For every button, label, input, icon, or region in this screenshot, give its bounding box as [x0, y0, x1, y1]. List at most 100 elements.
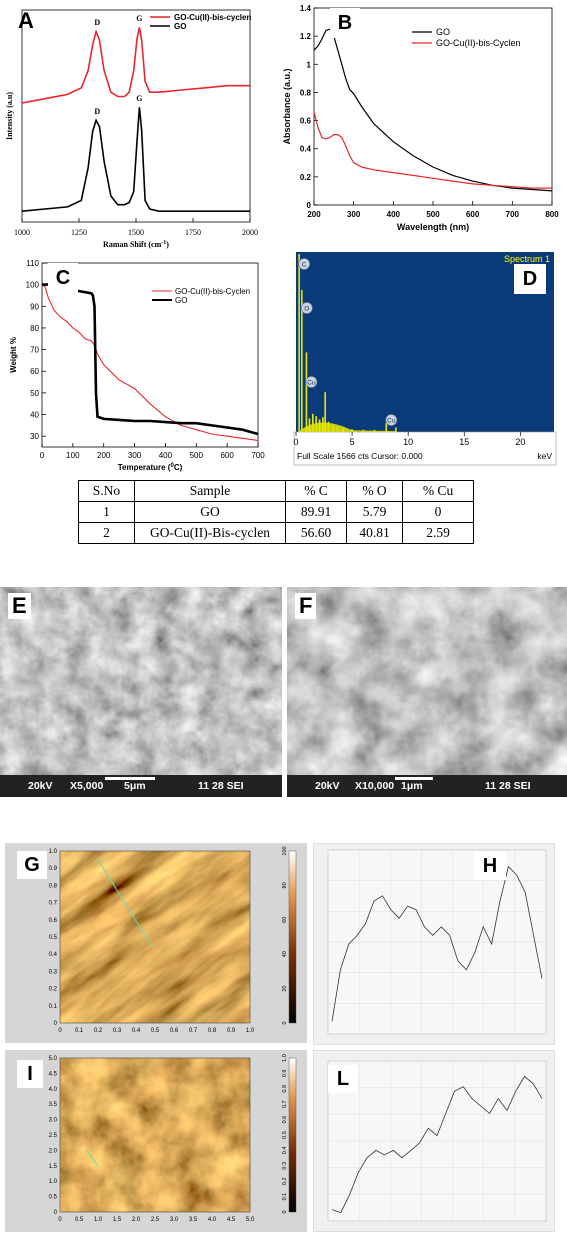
profile-line: [331, 1075, 543, 1214]
y-tick-label: 0.6: [300, 117, 312, 126]
x-tick-label: 1.5: [113, 1217, 122, 1223]
y-tick-label: 0.6: [49, 918, 58, 924]
x-tick-label: 1500: [128, 228, 144, 237]
colorbar: [288, 1057, 297, 1213]
y-tick-label: 0.2: [49, 987, 58, 993]
colorbar-tick-label: 0.5: [282, 1131, 288, 1139]
x-tick-label: 5.0: [246, 1217, 255, 1223]
afm-frame: [59, 850, 251, 1024]
series-line-go: [313, 28, 553, 192]
peak-label: Cu: [307, 380, 316, 387]
legend-entry: GO: [174, 22, 186, 31]
y-tick-label: 0.3: [49, 969, 58, 975]
x-tick-label: 3.0: [170, 1217, 179, 1223]
x-tick-label: 600: [220, 451, 234, 460]
table-cell: 5.79: [346, 501, 403, 523]
x-tick-label: 300: [347, 210, 361, 219]
spectrum-bar: [298, 254, 300, 432]
y-tick-label: 0.4: [300, 145, 312, 154]
panel-label-a: A: [18, 8, 34, 33]
x-tick-label: 700: [506, 210, 520, 219]
y-tick-label: 0.2: [300, 173, 312, 182]
table-row: 2 GO-Cu(II)-Bis-cyclen 56.60 40.81 2.59: [78, 522, 474, 544]
x-tick-label: 0.5: [75, 1217, 84, 1223]
sem-info: 11 28 SEI: [485, 780, 531, 792]
colorbar-tick-label: 0.2: [282, 1177, 288, 1185]
x-tick-label: 0.7: [189, 1028, 198, 1034]
y-tick-label: 1.4: [300, 4, 312, 13]
spectrum-unit: keV: [537, 451, 552, 461]
x-tick-label: 0.8: [208, 1028, 217, 1034]
x-tick-label: 0: [40, 451, 45, 460]
spectrum-bar: [305, 352, 308, 432]
x-tick-label: 0: [293, 437, 298, 447]
series-line-go-cu-bis-cyclen: [313, 111, 552, 189]
x-tick-label: 2.5: [151, 1217, 160, 1223]
x-tick-label: 300: [128, 451, 142, 460]
panel-label-c: C: [48, 263, 78, 293]
y-tick-label: 40: [30, 411, 39, 420]
x-tick-label: 600: [466, 210, 480, 219]
series-line-go-cu-bis-cyclen: [21, 27, 250, 104]
afm-image-g: 0 0.1 0.2 0.3 0.4 0.5 0.6 0.7 0.8 0.9 1.0 0 0.1 0.2 0.…: [49, 846, 297, 1034]
profile-line: [86, 1150, 99, 1167]
afm-panel-g: 0 0.1 0.2 0.3 0.4 0.5 0.6 0.7 0.8 0.9 1.0 0 0.1 0.2 0.…: [5, 843, 307, 1043]
table-cell: 2: [78, 522, 135, 544]
x-tick-label: 0.4: [132, 1028, 141, 1034]
x-axis-label-sup: -1: [161, 240, 166, 246]
spectrum-bar: [385, 422, 388, 432]
y-tick-label: 1.0: [49, 849, 58, 855]
composition-table: S.No Sample % C % O % Cu 1 GO 89.91 5.79…: [78, 480, 474, 544]
profile-panel-h: H: [313, 843, 555, 1045]
panel-label-g: G: [17, 851, 47, 879]
peak-label: D: [94, 107, 100, 116]
legend-entry: GO-Cu(II)-bis-cyclen: [174, 13, 251, 22]
colorbar-tick-label: 0.9: [282, 1070, 288, 1078]
y-tick-label: 4.5: [49, 1071, 58, 1077]
x-tick-label: 10: [403, 437, 413, 447]
y-tick-label: 0: [54, 1021, 58, 1027]
eds-chart: C O Cu Cu Spectrum 1 0 5 10 15 20 Full Scale 1566 …: [293, 252, 557, 466]
colorbar-tick-label: 20: [282, 986, 288, 992]
x-tick-label: 1000: [14, 228, 30, 237]
sem-voltage: 20kV: [315, 780, 340, 792]
colorbar-tick-label: 0.6: [282, 1116, 288, 1124]
peak-label: C: [302, 262, 307, 269]
x-tick-label: 700: [251, 451, 265, 460]
spectrum-footer: Full Scale 1566 cts Cursor: 0.000: [297, 451, 423, 461]
y-tick-label: 30: [30, 432, 39, 441]
table-cell: 40.81: [346, 522, 403, 544]
y-tick-label: 50: [30, 389, 39, 398]
peak-label: D: [94, 18, 100, 27]
y-tick-label: 110: [26, 259, 39, 268]
sem-image-f: F 20kV X10,000 1μm 11 28 SEI: [287, 587, 567, 797]
table-header: % Cu: [402, 480, 474, 502]
y-tick-label: 1.0: [49, 1179, 58, 1185]
panel-a: 1000 1250 1500 1750 2000 D G D G GO-Cu(II)-bis-cy…: [0, 0, 280, 250]
colorbar-tick-label: 0.4: [282, 1147, 288, 1155]
x-tick-label: 20: [515, 437, 525, 447]
peak-marker: [298, 258, 310, 270]
x-axis-label-sup: 0: [170, 463, 174, 469]
x-tick-label: 0.3: [113, 1028, 122, 1034]
y-tick-label: 2.5: [49, 1133, 58, 1139]
x-axis-label-text: Temperature (: [118, 463, 171, 472]
x-tick-label: 100: [66, 451, 80, 460]
sem-info-bar-f: 20kV X10,000 1μm 11 28 SEI: [287, 775, 567, 797]
table-row: 1 GO 89.91 5.79 0: [78, 501, 474, 523]
y-tick-label: 1.2: [300, 32, 312, 41]
colorbar-tick-label: 1.0: [282, 1054, 288, 1062]
sem-magnification: X5,000: [70, 780, 104, 792]
x-tick-label: 4.5: [227, 1217, 236, 1223]
legend-entry: GO-Cu(II)-bis-Cyclen: [436, 38, 521, 48]
x-tick-label: 400: [387, 210, 401, 219]
profile-line: [97, 859, 152, 946]
x-tick-label: 200: [97, 451, 111, 460]
panel-d: C O Cu Cu Spectrum 1 0 5 10 15 20 Full Scale 1566 …: [293, 250, 557, 466]
panel-label-b: B: [330, 8, 360, 38]
sem-voltage: 20kV: [28, 780, 53, 792]
x-tick-label: 15: [459, 437, 469, 447]
colorbar-tick-label: 100: [282, 846, 288, 855]
table-header: % O: [346, 480, 403, 502]
y-tick-label: 0.8: [49, 883, 58, 889]
